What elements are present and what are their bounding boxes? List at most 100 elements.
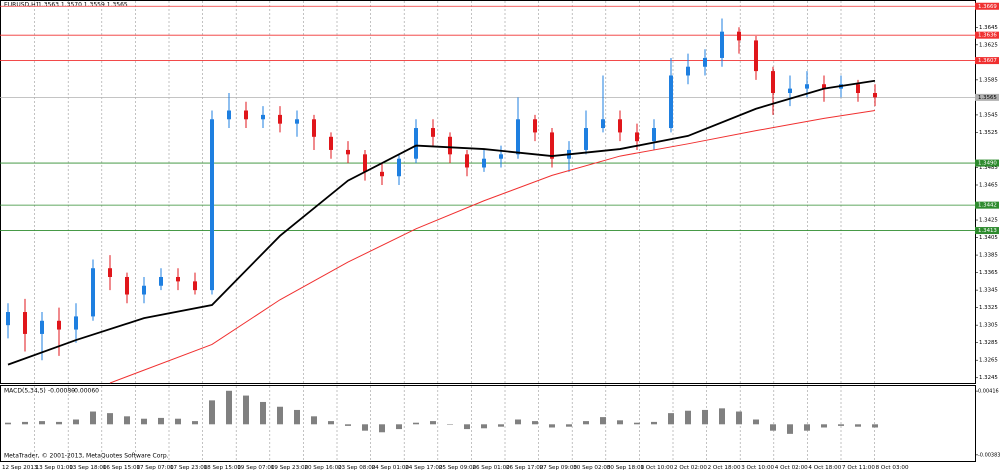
x-tick-label: 2 Oct 18:00 — [708, 465, 741, 471]
macd-value: -0.00060 — [72, 388, 99, 395]
macd-bar — [719, 408, 725, 425]
x-tick-label: 16 Sep 15:00 — [103, 465, 141, 471]
macd-bar — [362, 424, 368, 431]
candle-body — [261, 114, 265, 120]
x-tick-label: 13 Sep 18:00 — [69, 465, 107, 471]
quote: 1.3563 1.3570 1.3559 1.3565 — [38, 2, 128, 9]
candle-body — [448, 136, 452, 155]
candle-body — [482, 158, 486, 168]
y-tick-label: 1.3325 — [979, 305, 998, 311]
candle-body — [856, 84, 860, 93]
x-tick-label: 19 Sep 07:00 — [237, 465, 275, 471]
macd-bar — [56, 421, 62, 425]
y-tick-label: 1.3345 — [979, 288, 998, 294]
macd-bar — [90, 411, 96, 425]
support-level-label: 1.3413 — [978, 228, 997, 234]
x-tick-label: 4 Oct 02:00 — [775, 465, 808, 471]
candle-body — [431, 128, 435, 137]
candle-body — [414, 128, 418, 159]
macd-bar — [821, 424, 827, 428]
y-tick-label: 0.00416 — [978, 389, 999, 395]
macd-value: -0.00080 — [48, 388, 75, 395]
candle-body — [210, 119, 214, 291]
candle-body — [142, 285, 146, 295]
current-price-label: 1.3565 — [978, 95, 997, 101]
candle-body — [669, 75, 673, 129]
candle-body — [499, 154, 503, 159]
candle-body — [465, 154, 469, 168]
candle-body — [652, 128, 656, 142]
candle-body — [686, 66, 690, 76]
macd-bar — [345, 424, 351, 426]
macd-bar — [39, 421, 45, 425]
macd-bar — [430, 421, 436, 425]
y-tick-label: 1.3365 — [979, 270, 998, 276]
candle-body — [720, 31, 724, 58]
y-tick-label: 1.3625 — [979, 42, 998, 48]
macd-bar — [702, 409, 708, 425]
candle-body — [380, 171, 384, 177]
candle-body — [737, 31, 741, 41]
macd-bar — [855, 424, 861, 427]
macd-bar — [73, 419, 79, 425]
y-tick-label: 1.3465 — [979, 182, 998, 188]
candle-body — [635, 132, 639, 142]
candle-body — [363, 154, 367, 172]
candle-body — [125, 276, 129, 295]
x-tick-label: 23 Sep 08:00 — [338, 465, 376, 471]
resistance-level-box — [975, 31, 999, 39]
candle-body — [312, 119, 316, 137]
support-level-label: 1.3490 — [978, 161, 997, 167]
candle-body — [771, 71, 775, 93]
y-tick-label: 1.3285 — [979, 340, 998, 346]
resistance-level-label: 1.3669 — [978, 4, 997, 10]
macd-title: MACD(5,34,5) — [4, 388, 46, 395]
y-tick-label: 1.3265 — [979, 358, 998, 364]
macd-bar — [617, 420, 623, 425]
candle-body — [822, 84, 826, 89]
resistance-level-box — [975, 2, 999, 10]
x-tick-label: 4 Oct 18:00 — [808, 465, 841, 471]
macd-bar — [736, 411, 742, 425]
current-price-box — [975, 93, 999, 101]
x-tick-label: 1 Oct 10:00 — [640, 465, 673, 471]
moving-average — [109, 110, 876, 384]
y-tick-label: 1.3245 — [979, 375, 998, 381]
support-level-box — [975, 201, 999, 209]
x-tick-label: 24 Sep 01:00 — [372, 465, 410, 471]
candle-body — [40, 320, 44, 334]
macd-bar — [22, 421, 28, 425]
macd-bar — [685, 410, 691, 425]
x-tick-label: 18 Sep 15:00 — [204, 465, 242, 471]
y-tick-label: 1.3545 — [979, 112, 998, 118]
candle-body — [6, 312, 10, 326]
y-tick-label: 1.3485 — [979, 165, 998, 171]
candle-body — [91, 268, 95, 317]
macd-bar — [668, 413, 674, 425]
x-tick-label: 26 Sep 17:00 — [506, 465, 544, 471]
macd-bar — [226, 390, 232, 425]
candle-body — [601, 119, 605, 129]
macd-bar — [583, 421, 589, 425]
macd-bar — [175, 418, 181, 425]
macd-bar — [651, 421, 657, 425]
x-tick-label: 27 Sep 09:00 — [540, 465, 578, 471]
candle-body — [346, 149, 350, 155]
resistance-level-box — [975, 57, 999, 65]
moving-average — [7, 79, 876, 366]
x-tick-label: 17 Sep 07:00 — [136, 465, 174, 471]
support-level-label: 1.3442 — [978, 203, 997, 209]
y-tick-label: 1.3385 — [979, 253, 998, 259]
macd-bar — [277, 406, 283, 425]
macd-bar — [634, 422, 640, 425]
candle-body — [108, 268, 112, 277]
macd-bar — [498, 424, 504, 427]
macd-bar — [447, 424, 453, 425]
macd-bar — [5, 422, 11, 425]
candle-body — [703, 57, 707, 67]
x-tick-label: 24 Sep 17:00 — [405, 465, 443, 471]
candle-body — [329, 136, 333, 150]
macd-bar — [753, 419, 759, 425]
support-level-box — [975, 159, 999, 167]
